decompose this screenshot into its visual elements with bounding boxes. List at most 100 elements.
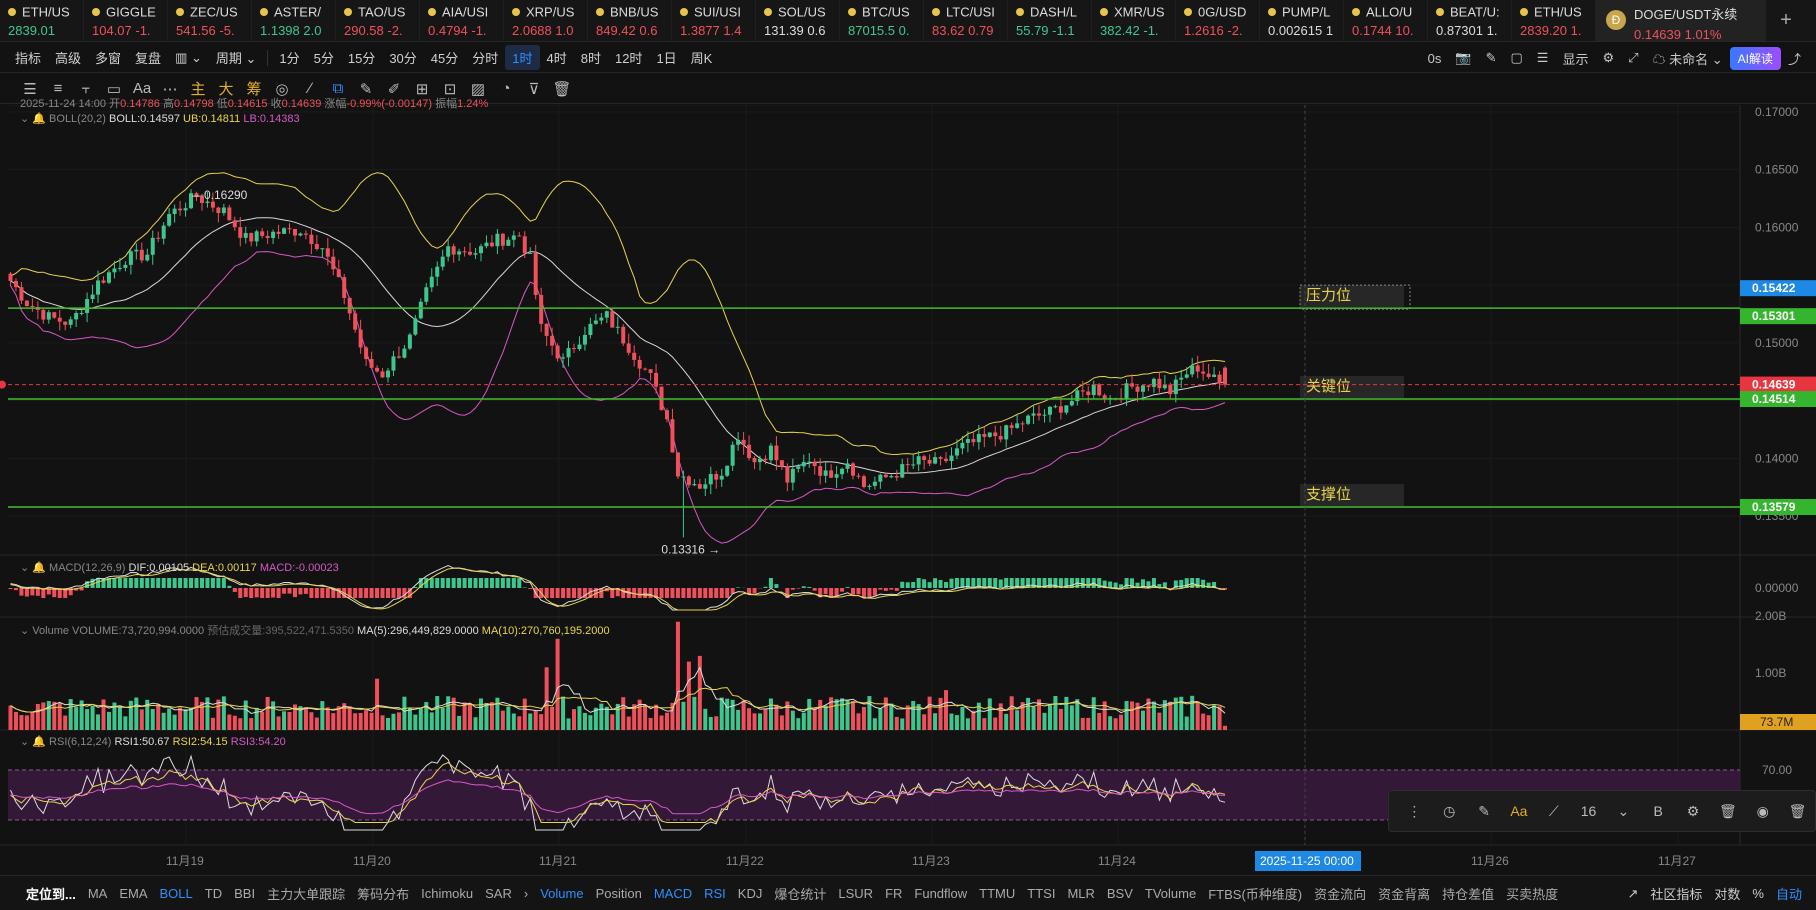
ai-interpret-button[interactable]: AI解读: [1729, 46, 1781, 70]
drawing-tool-icon[interactable]: ⋯: [162, 80, 178, 98]
share-icon[interactable]: ⤴: [1787, 51, 1801, 67]
drawing-tool-icon[interactable]: ✐: [387, 80, 401, 98]
drawing-tool-icon[interactable]: ⊽: [528, 80, 540, 98]
indicator-button[interactable]: TVolume: [1144, 885, 1197, 901]
drawing-tool-icon[interactable]: ◎: [275, 80, 289, 98]
ticker-tab[interactable]: BEAT/U: 0.87301 1.: [1428, 0, 1512, 41]
drawing-tool-icon[interactable]: 主: [190, 81, 206, 98]
style-tool[interactable]: 🗑: [1718, 802, 1737, 819]
indicator-option[interactable]: 社区指标: [1650, 887, 1703, 902]
toolbar-item[interactable]: 8时: [580, 51, 601, 66]
style-tool[interactable]: ⌄: [1617, 802, 1630, 819]
drawing-tool-icon[interactable]: 大: [218, 81, 234, 98]
drawing-tool-icon[interactable]: ⧉: [332, 80, 344, 97]
ticker-tab[interactable]: 0G/USD 1.2616 -2.: [1176, 0, 1260, 41]
boll-info[interactable]: ⌄ 🔔 BOLL(20,2) BOLL:0.14597 UB:0.14811 L…: [20, 112, 300, 125]
candlestick-chart[interactable]: 压力位关键位支撑位0.170000.165000.160000.155000.1…: [0, 105, 1816, 875]
ticker-tab[interactable]: ZEC/US 541.56 -5.: [168, 0, 252, 41]
indicator-button[interactable]: FTBS(币种维度): [1208, 886, 1303, 902]
indicator-button[interactable]: 定位到...: [26, 886, 76, 902]
ticker-tab[interactable]: ETH/US 2839.20 1.: [1512, 0, 1596, 41]
ticker-tab[interactable]: XRP/US 2.0688 1.0: [504, 0, 588, 41]
toolbar-item[interactable]: 周K: [690, 51, 713, 66]
indicator-option[interactable]: ↗: [1627, 885, 1639, 901]
collapse-icon[interactable]: ⌄: [20, 625, 30, 637]
drawing-tool-icon[interactable]: ▨: [470, 80, 486, 98]
drawing-tool-icon[interactable]: Aa: [132, 80, 152, 97]
style-tool[interactable]: 16: [1580, 803, 1597, 819]
indicator-button[interactable]: 主力大单跟踪: [267, 886, 346, 902]
toolbar-right-item[interactable]: 0s: [1427, 50, 1442, 66]
indicator-button[interactable]: EMA: [119, 885, 148, 901]
ticker-tab[interactable]: PUMP/L 0.002615 1: [1260, 0, 1344, 41]
hline-label[interactable]: 关键位: [1306, 378, 1351, 395]
ticker-tab[interactable]: GIGGLE 104.07 -1.: [84, 0, 168, 41]
drawing-tool-icon[interactable]: ⊡: [443, 80, 457, 98]
ticker-tab[interactable]: ALLO/U 0.1744 10.: [1344, 0, 1428, 41]
indicator-button[interactable]: 买卖热度: [1506, 886, 1559, 902]
chart-area[interactable]: 压力位关键位支撑位0.170000.165000.160000.155000.1…: [0, 98, 1816, 875]
toolbar-item[interactable]: 15分: [347, 51, 376, 66]
drawing-tool-icon[interactable]: ☰: [23, 80, 37, 98]
drawing-tool-icon[interactable]: ⊞: [415, 80, 429, 98]
indicator-option[interactable]: 自动: [1775, 887, 1802, 902]
toolbar-right-item[interactable]: ☁ 未命名 ⌄: [1652, 51, 1723, 67]
drawing-tool-icon[interactable]: 筹: [246, 81, 262, 98]
toolbar-item[interactable]: ▥ ⌄: [175, 49, 202, 65]
drawing-tool-icon[interactable]: ✎: [359, 80, 373, 98]
indicator-button[interactable]: ›: [523, 885, 529, 901]
macd-info[interactable]: ⌄ 🔔 MACD(12,26,9) DIF:0.00105 DEA:0.0011…: [20, 561, 339, 574]
toolbar-right-item[interactable]: ✎: [1485, 50, 1497, 65]
indicator-button[interactable]: 持仓差值: [1442, 886, 1495, 902]
indicator-button[interactable]: MACD: [653, 885, 693, 901]
indicator-button[interactable]: TTSI: [1027, 885, 1056, 901]
ticker-tab[interactable]: ETH/US 2839.01: [0, 0, 84, 41]
collapse-icon[interactable]: ⌄ 🔔: [20, 736, 46, 748]
ticker-tab[interactable]: BTC/US 87015.5 0.: [840, 0, 924, 41]
toolbar-right-item[interactable]: ⤢: [1628, 50, 1639, 65]
indicator-button[interactable]: MA: [87, 885, 108, 901]
ticker-tab-active[interactable]: Ð DOGE/USDT永续 0.14639 1.01%: [1596, 0, 1766, 41]
collapse-icon[interactable]: ⌄ 🔔: [20, 113, 46, 125]
toolbar-right-item[interactable]: ☰: [1536, 50, 1549, 65]
indicator-button[interactable]: 资金流向: [1314, 886, 1367, 902]
indicator-button[interactable]: 爆仓统计: [774, 886, 827, 902]
toolbar-item[interactable]: 多窗: [95, 51, 122, 66]
indicator-button[interactable]: 筹码分布: [357, 886, 410, 902]
ticker-tab[interactable]: DASH/L 55.79 -1.1: [1008, 0, 1092, 41]
toolbar-right-item[interactable]: ▢: [1510, 50, 1523, 65]
ticker-tab[interactable]: LTC/USI 83.62 0.79: [924, 0, 1008, 41]
toolbar-item[interactable]: 30分: [389, 51, 417, 66]
drawing-tool-icon[interactable]: ≡: [53, 80, 63, 97]
toolbar-item[interactable]: 45分: [430, 51, 459, 66]
toolbar-item[interactable]: 复盘: [135, 51, 162, 66]
hline-label[interactable]: 压力位: [1306, 287, 1351, 304]
indicator-button[interactable]: Position: [595, 885, 642, 901]
indicator-button[interactable]: Volume: [540, 885, 584, 901]
indicator-button[interactable]: MLR: [1067, 885, 1095, 901]
toolbar-right-item[interactable]: 显示: [1562, 51, 1589, 67]
drawing-tool-icon[interactable]: ◔: [501, 80, 511, 97]
toolbar-item[interactable]: 12时: [614, 51, 643, 66]
indicator-option[interactable]: 对数: [1714, 887, 1741, 902]
ticker-tab[interactable]: SUI/USI 1.3877 1.4: [672, 0, 756, 41]
indicator-option[interactable]: %: [1752, 886, 1764, 901]
toolbar-item[interactable]: 周期 ⌄: [215, 51, 257, 66]
indicator-button[interactable]: 资金背离: [1378, 886, 1431, 902]
indicator-button[interactable]: KDJ: [737, 885, 763, 901]
toolbar-right-item[interactable]: ⚙: [1602, 50, 1615, 65]
style-tool[interactable]: ⟋: [1548, 802, 1559, 819]
indicator-button[interactable]: TTMU: [979, 885, 1016, 901]
hline-label[interactable]: 支撑位: [1306, 486, 1351, 503]
add-tab-button[interactable]: +: [1780, 9, 1792, 31]
drawing-tool-icon[interactable]: ⫟: [81, 80, 91, 97]
collapse-icon[interactable]: ⌄ 🔔: [20, 562, 46, 574]
indicator-button[interactable]: TD: [204, 885, 223, 901]
toolbar-item[interactable]: 1分: [279, 51, 300, 66]
volume-info[interactable]: ⌄ Volume VOLUME:73,720,994.0000 预估成交量:39…: [20, 622, 610, 638]
ticker-tab[interactable]: AIA/USI 0.4794 -1.: [420, 0, 504, 41]
indicator-button[interactable]: Fundflow: [914, 885, 968, 901]
toolbar-item[interactable]: 指标: [15, 51, 42, 66]
ticker-tab[interactable]: ASTER/1.1398 2.0: [252, 0, 336, 41]
style-tool[interactable]: ✎: [1478, 802, 1490, 819]
